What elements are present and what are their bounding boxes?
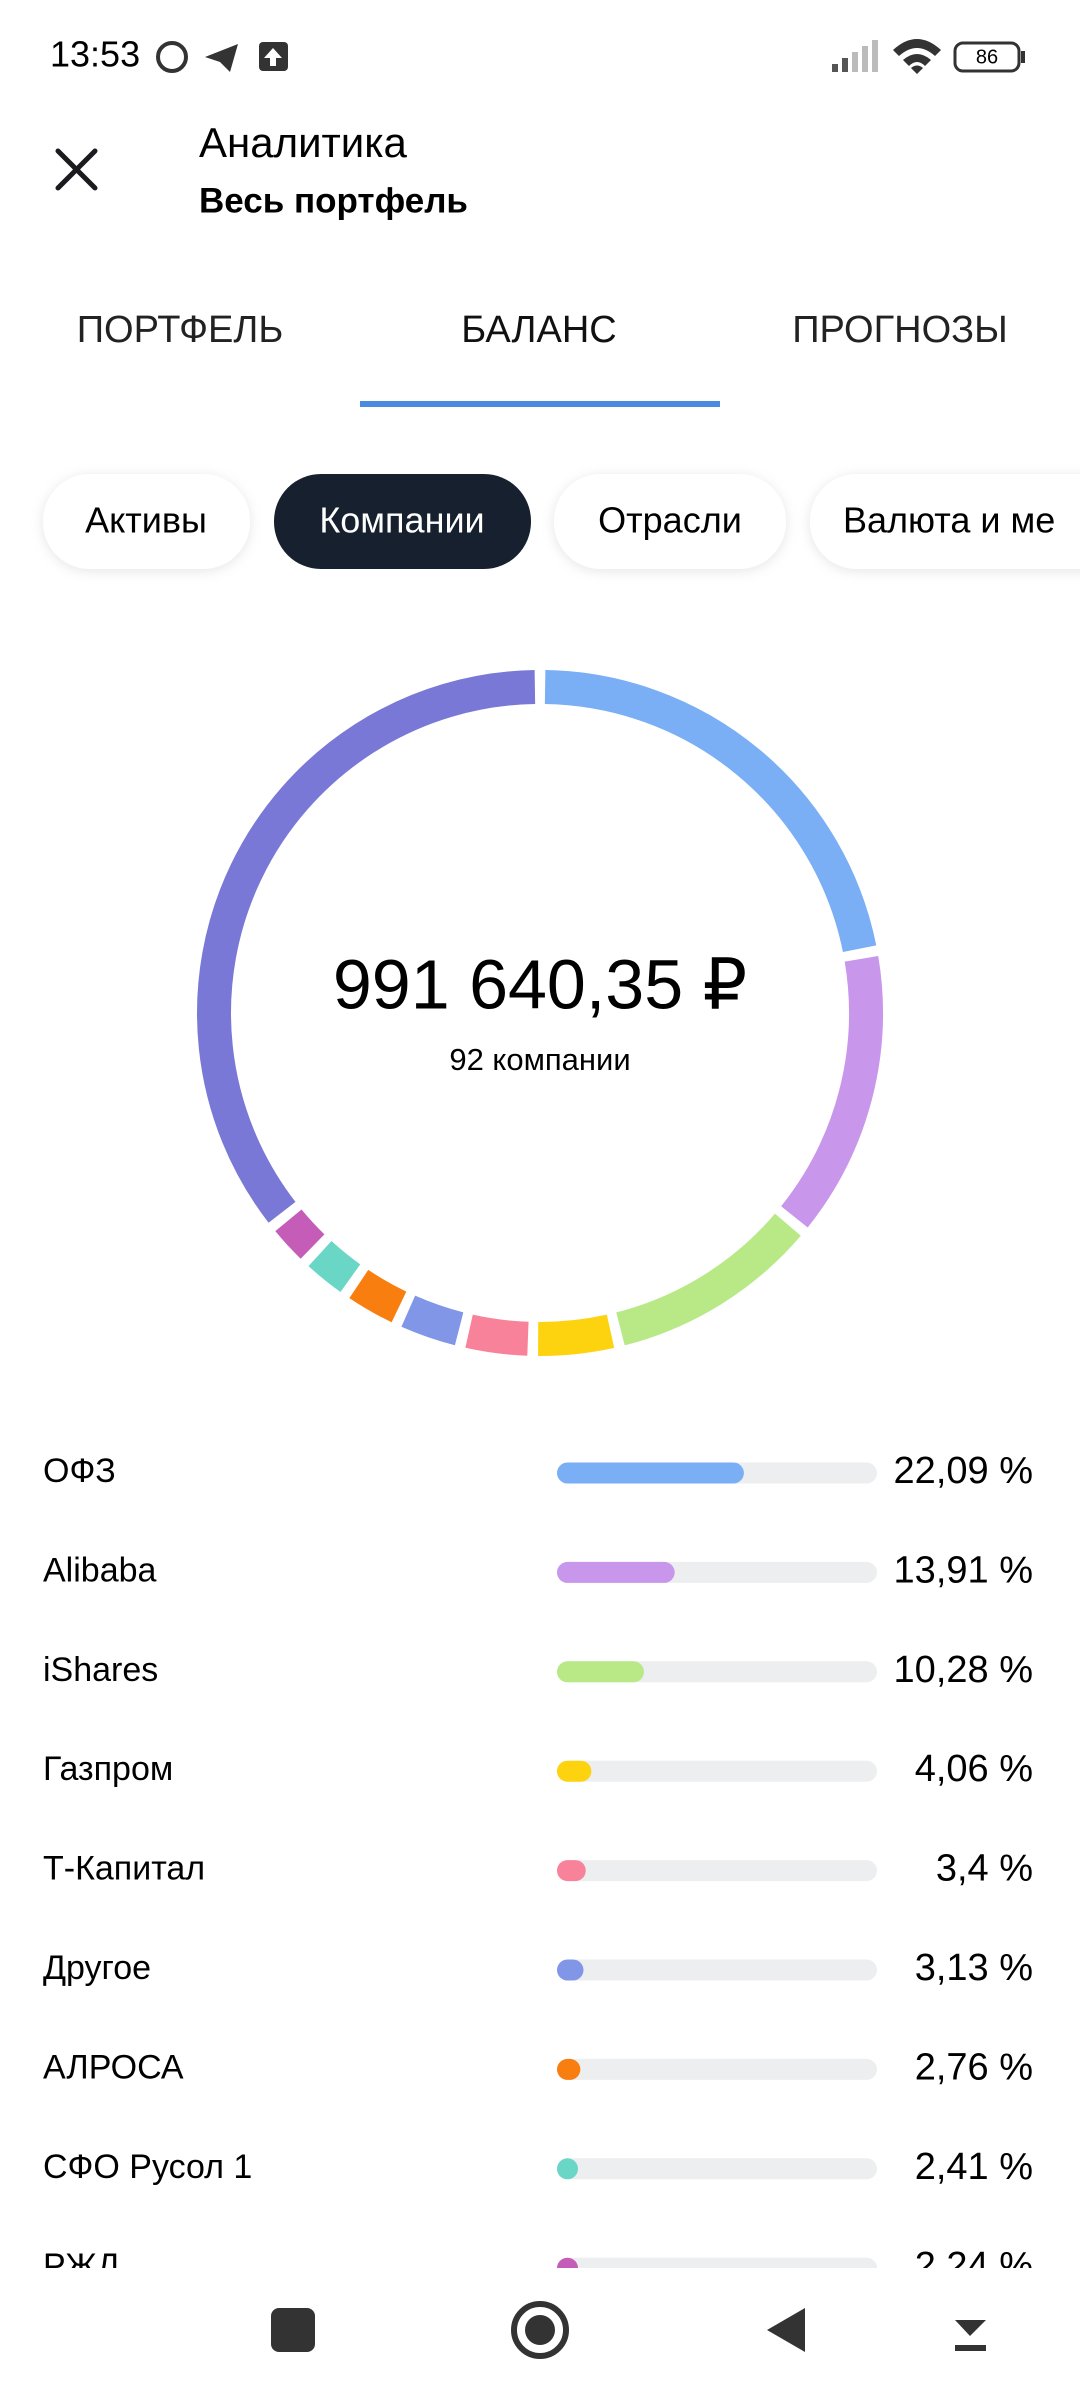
company-name: Alibaba (43, 1551, 157, 1589)
donut-segment (401, 1295, 464, 1346)
donut-segment (537, 1314, 615, 1356)
company-name: СФО Русол 1 (43, 2148, 252, 2186)
bar-fill (557, 1561, 675, 1583)
tab-indicator (360, 401, 720, 407)
close-button[interactable] (55, 148, 98, 191)
donut-segment (544, 670, 877, 953)
donut-remainder (197, 670, 536, 1223)
chip-label[interactable]: Активы (85, 500, 207, 541)
share-label: 2,24 % (915, 2245, 1033, 2287)
status-time: 13:53 (50, 34, 140, 75)
share-label: 13,91 % (894, 1549, 1033, 1591)
chip[interactable] (810, 474, 1080, 569)
chip[interactable] (554, 474, 786, 569)
legend-list: ОФЗ 22,09 % Alibaba 13,91 % iShares 10,28 % Га… (43, 1450, 1033, 2287)
chip-label[interactable]: Отрасли (598, 500, 742, 541)
donut (197, 670, 883, 1356)
donut-segment (781, 955, 883, 1228)
company-name: РЖД (43, 2247, 120, 2285)
bar-track (557, 1959, 877, 1981)
bar-track (557, 2058, 877, 2080)
donut-segment (616, 1213, 801, 1346)
signal-icon (832, 40, 878, 72)
donut-segment (465, 1314, 529, 1356)
bar-track (557, 1860, 877, 1882)
battery-icon (953, 41, 1021, 73)
header-subtitle: Весь портфель (199, 181, 468, 220)
donut-segment (349, 1269, 407, 1323)
wifi-icon (893, 39, 941, 74)
tab-active[interactable]: БАЛАНС (461, 309, 616, 351)
company-name: АЛРОСА (43, 2048, 184, 2086)
donut-total: 991 640,35 ₽ (333, 945, 747, 1023)
share-label: 4,06 % (915, 1748, 1033, 1790)
company-name: Другое (43, 1949, 151, 1987)
header-title: Аналитика (199, 119, 408, 166)
donut-segment (275, 1209, 325, 1259)
bar-track (557, 2257, 877, 2268)
bar-fill (557, 2158, 578, 2180)
chip-label[interactable]: Компании (319, 500, 484, 541)
whatsapp-icon (156, 41, 188, 73)
chip[interactable] (43, 474, 250, 569)
company-name: Газпром (43, 1750, 173, 1788)
battery-tip (1021, 51, 1025, 63)
bar-fill (557, 2058, 581, 2080)
share-label: 22,09 % (894, 1450, 1033, 1492)
share-label: 3,4 % (936, 1848, 1033, 1890)
nav-recents[interactable] (271, 2308, 315, 2352)
bar-fill (557, 1462, 744, 1484)
share-label: 2,76 % (915, 2046, 1033, 2088)
bar-fill (557, 2257, 578, 2268)
donut-subtitle: 92 компании (449, 1042, 630, 1077)
donut-segment (308, 1240, 361, 1293)
company-name: iShares (43, 1651, 158, 1689)
bar-track (557, 1760, 877, 1782)
bar-fill (557, 1860, 586, 1882)
nav-back[interactable] (767, 2308, 805, 2352)
company-name: Т-Капитал (43, 1850, 205, 1888)
chip-active[interactable] (274, 474, 531, 569)
tab[interactable]: ПРОГНОЗЫ (792, 309, 1008, 351)
nav-home-dot (525, 2315, 555, 2345)
battery-level: 86 (976, 46, 998, 68)
upload-arrow (264, 48, 282, 66)
bar-track (557, 2158, 877, 2180)
chip-label[interactable]: Валюта и ме (843, 500, 1055, 541)
bar-fill (557, 1760, 592, 1782)
share-label: 2,41 % (915, 2146, 1033, 2188)
bar-fill (557, 1959, 584, 1981)
share-label: 10,28 % (894, 1649, 1033, 1691)
nav-assistant[interactable] (955, 2320, 986, 2351)
company-name: ОФЗ (43, 1452, 116, 1490)
nav-home[interactable] (511, 2301, 569, 2359)
share-label: 3,13 % (915, 1947, 1033, 1989)
bar-fill (557, 1661, 644, 1683)
tab[interactable]: ПОРТФЕЛЬ (77, 309, 284, 351)
telegram-icon (205, 44, 238, 72)
